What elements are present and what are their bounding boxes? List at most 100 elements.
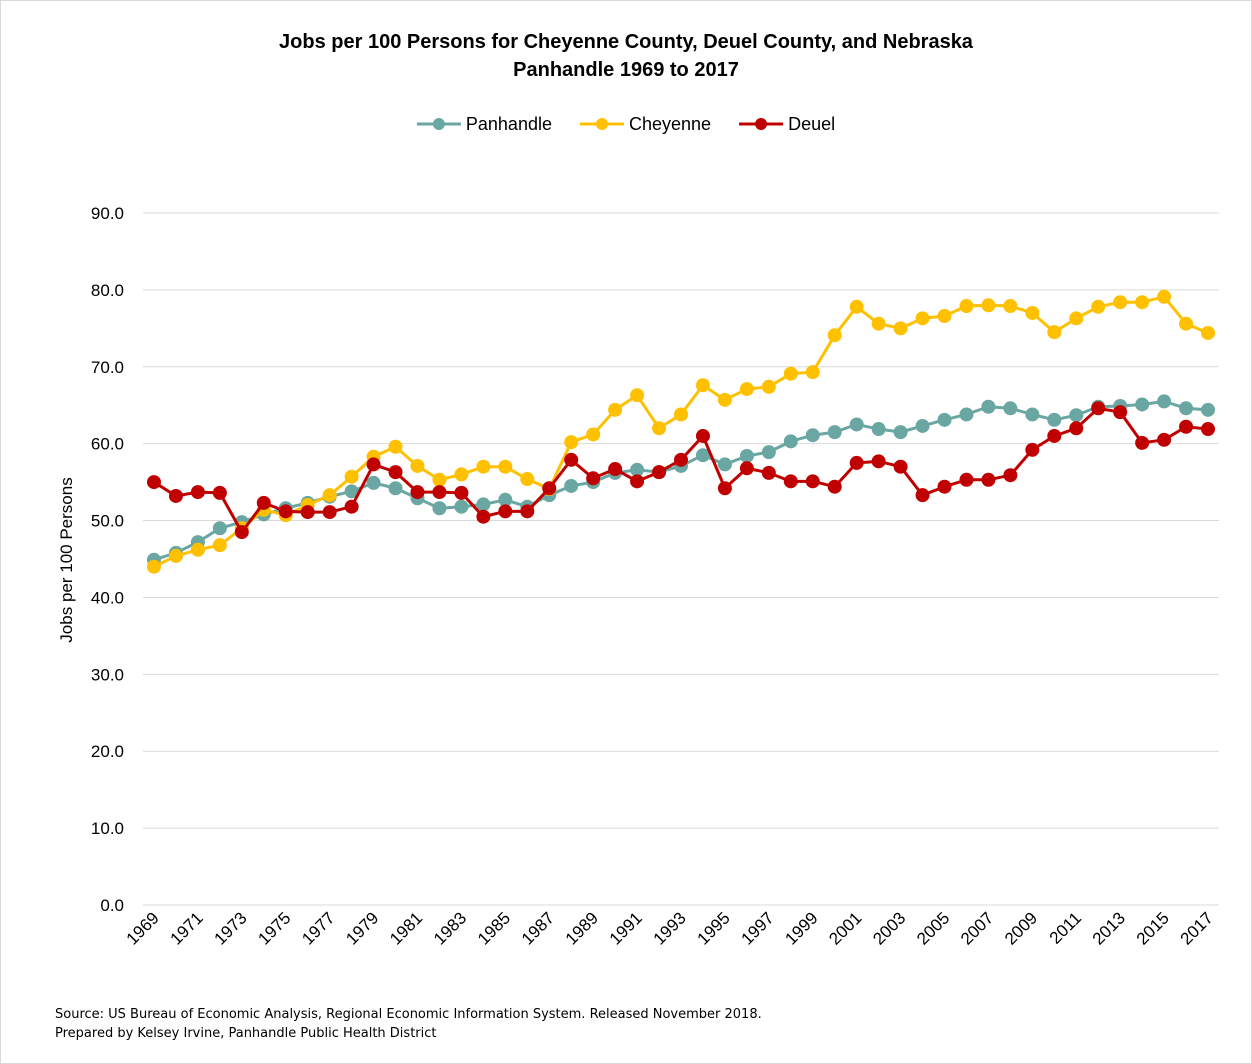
y-tick-label: 90.0 — [91, 204, 124, 223]
legend: Panhandle Cheyenne Deuel — [416, 114, 835, 134]
y-tick-label: 70.0 — [91, 358, 124, 377]
chart-subtitle: Panhandle 1969 to 2017 — [513, 59, 739, 81]
chart-title: Jobs per 100 Persons for Cheyenne County… — [279, 31, 974, 53]
data-point — [915, 488, 930, 503]
legend-swatch-marker — [595, 118, 608, 130]
data-point — [783, 474, 798, 489]
data-point — [981, 298, 996, 313]
source-note: Source: US Bureau of Economic Analysis, … — [55, 1007, 762, 1022]
y-tick-label: 40.0 — [91, 588, 124, 607]
data-point — [388, 481, 403, 496]
data-point — [1003, 468, 1018, 483]
legend-label: Panhandle — [466, 114, 552, 134]
data-point — [783, 366, 798, 381]
data-point — [1091, 401, 1106, 416]
data-point — [1179, 316, 1194, 331]
data-point — [761, 379, 776, 394]
data-point — [630, 462, 645, 477]
data-point — [630, 388, 645, 403]
data-point — [849, 455, 864, 470]
data-point — [498, 459, 513, 474]
y-tick-label: 50.0 — [91, 512, 124, 531]
legend-label: Cheyenne — [629, 114, 711, 134]
data-point — [1091, 299, 1106, 314]
data-point — [937, 412, 952, 427]
data-point — [695, 448, 710, 463]
data-point — [168, 488, 183, 503]
data-point — [344, 469, 359, 484]
data-point — [212, 538, 227, 553]
data-point — [1135, 295, 1150, 310]
data-point — [366, 457, 381, 472]
data-point — [476, 509, 491, 524]
data-point — [586, 471, 601, 486]
data-point — [498, 492, 513, 507]
data-point — [146, 559, 161, 574]
data-point — [410, 485, 425, 500]
data-point — [542, 481, 557, 496]
data-point — [432, 472, 447, 487]
y-tick-label: 0.0 — [100, 896, 124, 915]
data-point — [1047, 428, 1062, 443]
data-point — [432, 485, 447, 500]
data-point — [805, 365, 820, 380]
data-point — [564, 435, 579, 450]
data-point — [871, 454, 886, 469]
data-point — [190, 485, 205, 500]
data-point — [674, 452, 688, 467]
data-point — [366, 475, 381, 490]
data-point — [1135, 397, 1150, 412]
data-point — [256, 495, 271, 510]
data-point — [937, 479, 952, 494]
data-point — [761, 465, 776, 480]
data-point — [1025, 407, 1040, 422]
data-point — [871, 316, 886, 331]
data-point — [322, 505, 337, 520]
data-point — [388, 439, 403, 454]
data-point — [1113, 405, 1128, 420]
data-point — [564, 478, 579, 493]
data-point — [695, 378, 710, 393]
data-point — [805, 428, 820, 443]
data-point — [1025, 442, 1040, 457]
data-point — [388, 465, 403, 480]
data-point — [432, 501, 447, 516]
data-point — [761, 445, 776, 460]
y-tick-label: 20.0 — [91, 742, 124, 761]
data-point — [1047, 325, 1062, 340]
data-point — [827, 425, 842, 440]
data-point — [1157, 432, 1172, 447]
data-point — [410, 458, 425, 473]
data-point — [1003, 401, 1018, 416]
data-point — [498, 504, 513, 519]
data-point — [1003, 299, 1018, 314]
data-point — [1047, 412, 1062, 427]
data-point — [849, 299, 864, 314]
data-point — [564, 452, 579, 467]
data-point — [849, 417, 864, 432]
data-point — [652, 465, 667, 480]
data-point — [937, 309, 952, 324]
data-point — [695, 428, 710, 443]
data-point — [893, 459, 908, 474]
data-point — [1069, 408, 1084, 423]
data-point — [783, 434, 798, 449]
data-point — [893, 425, 908, 440]
legend-label: Deuel — [788, 114, 835, 134]
data-point — [344, 499, 359, 514]
data-point — [476, 459, 491, 474]
author-note: Prepared by Kelsey Irvine, Panhandle Pub… — [55, 1026, 437, 1041]
y-tick-label: 80.0 — [91, 281, 124, 300]
y-axis-label: Jobs per 100 Persons — [57, 477, 76, 642]
data-point — [739, 448, 754, 463]
data-point — [827, 479, 842, 494]
data-point — [454, 485, 469, 500]
data-point — [168, 548, 183, 563]
data-point — [520, 504, 535, 519]
data-point — [981, 399, 996, 414]
data-point — [608, 402, 623, 417]
data-point — [717, 457, 732, 472]
data-point — [1157, 289, 1172, 304]
data-point — [805, 474, 820, 489]
